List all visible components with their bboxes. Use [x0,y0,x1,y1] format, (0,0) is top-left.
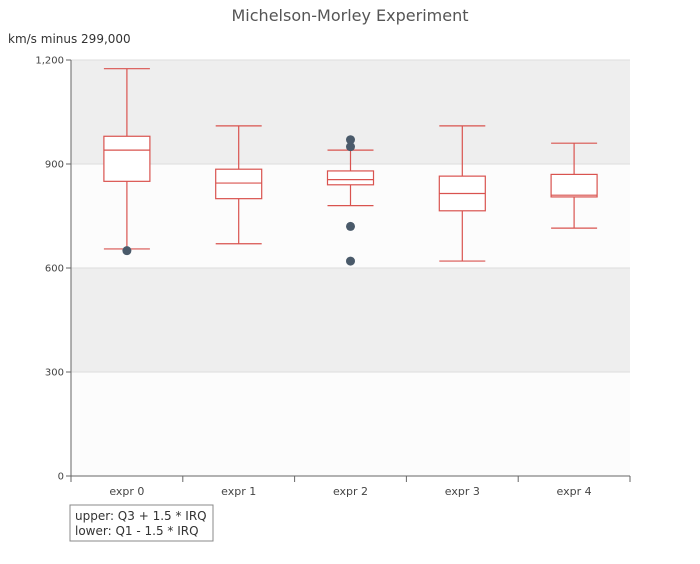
grid-band [71,268,630,372]
legend-note: upper: Q3 + 1.5 * IRQ lower: Q1 - 1.5 * … [69,504,214,542]
box-expr-1 [215,125,263,245]
y-tick-label: 900 [45,160,64,171]
outlier-point [346,221,355,231]
x-tick-label: expr 0 [109,485,144,498]
box-iqr [103,135,151,182]
legend-note-box [69,504,214,542]
box-iqr [550,173,598,198]
box-expr-3 [438,125,486,262]
x-tick-label: expr 4 [557,485,592,498]
y-axis-label: km/s minus 299,000 [8,32,131,46]
box-iqr [326,170,375,186]
y-tick-label: 600 [45,264,64,275]
x-tick-label: expr 1 [221,485,256,498]
x-tick-label: expr 3 [445,485,480,498]
box-iqr [215,168,263,200]
outlier-point [122,246,132,256]
axes [70,60,630,482]
y-tick-label: 300 [45,368,64,379]
outlier-point [346,142,355,152]
box-expr-4 [550,142,598,229]
x-axis-ticks: expr 0 expr 1 expr 2 expr 3 expr 4 [70,476,631,498]
x-tick-label: expr 2 [333,485,368,498]
grid-band [71,372,630,476]
outlier-point [346,135,355,145]
legend-note-upper: upper: Q3 + 1.5 * IRQ [75,509,207,523]
y-axis-ticks: 0 300 600 900 1,200 [35,56,71,483]
y-tick-label: 1,200 [35,56,64,67]
background-bands [71,59,630,477]
outlier-point [346,256,355,266]
chart-title: Michelson-Morley Experiment [232,6,469,25]
legend-note-lower: lower: Q1 - 1.5 * IRQ [75,524,199,538]
box-expr-0 [103,68,151,256]
box-series [103,68,598,266]
y-tick-label: 0 [58,472,64,483]
box-expr-2 [326,135,375,266]
